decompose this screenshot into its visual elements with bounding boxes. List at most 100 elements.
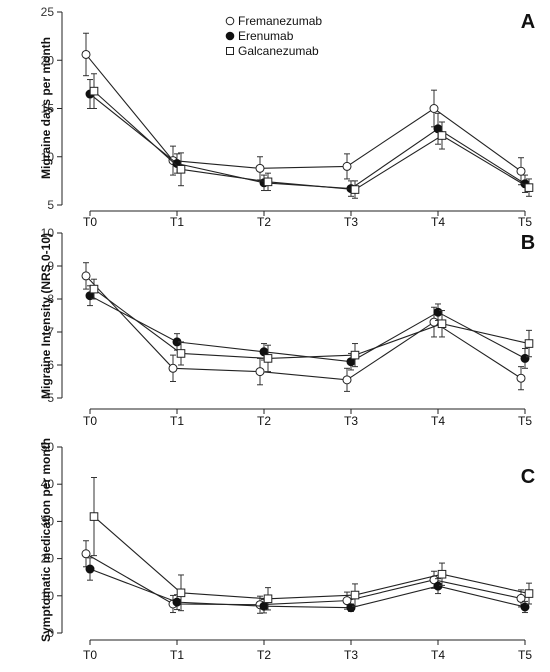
data-point xyxy=(81,549,91,559)
data-point xyxy=(437,131,447,140)
y-tick-label: 25 xyxy=(41,5,55,19)
y-tick-label: 6 xyxy=(47,358,54,372)
series-line xyxy=(89,568,526,609)
x-tick-label-t3: T3 xyxy=(344,648,358,662)
data-point xyxy=(520,602,530,612)
data-point xyxy=(255,367,265,377)
data-point xyxy=(520,353,530,363)
data-point xyxy=(437,569,447,579)
x-tick-label-t3: T3 xyxy=(344,414,358,428)
y-tick-label: 20 xyxy=(41,552,55,566)
y-tick-label: 30 xyxy=(41,514,55,528)
series-line xyxy=(85,54,522,172)
y-tick-label: 5 xyxy=(47,391,54,405)
y-tick-label: 10 xyxy=(41,589,55,603)
series-galcanezumab xyxy=(89,477,534,612)
data-point xyxy=(437,319,447,329)
x-tick-label-t4: T4 xyxy=(431,648,445,662)
y-tick-label: 40 xyxy=(41,477,55,491)
data-point xyxy=(172,597,182,607)
y-tick-label: 9 xyxy=(47,259,54,273)
series-line xyxy=(89,93,526,190)
legend-label-fremanezumab: Fremanezumab xyxy=(238,14,322,28)
series-erenumab xyxy=(85,79,530,197)
x-tick-label-t2: T2 xyxy=(257,648,271,662)
series-line xyxy=(85,275,522,381)
legend-marker-fremanezumab xyxy=(225,16,235,26)
x-tick-label-t5: T5 xyxy=(518,648,532,662)
x-tick-label-t5: T5 xyxy=(518,414,532,428)
y-tick-label: 50 xyxy=(41,440,55,454)
data-point xyxy=(89,86,99,96)
y-tick-label: 8 xyxy=(47,292,54,306)
data-point xyxy=(429,104,439,113)
y-tick-label: 10 xyxy=(41,226,55,240)
series-galcanezumab xyxy=(89,73,534,199)
data-point xyxy=(342,161,352,171)
series-line xyxy=(93,90,530,191)
y-tick-label: 10 xyxy=(41,150,55,164)
legend-marker-galcanezumab xyxy=(226,47,234,55)
data-point xyxy=(81,49,91,59)
x-tick-label-t0: T0 xyxy=(83,414,97,428)
data-point xyxy=(342,375,352,385)
data-point xyxy=(350,590,360,600)
data-point xyxy=(429,317,439,327)
data-point xyxy=(176,588,186,598)
data-point xyxy=(255,163,265,173)
data-point xyxy=(263,177,273,187)
x-tick-label-t4: T4 xyxy=(431,414,445,428)
data-point xyxy=(433,581,443,591)
data-point xyxy=(516,373,526,383)
y-tick-label: 7 xyxy=(47,325,54,339)
y-axis-label: Symptomatic medication per month xyxy=(39,438,53,642)
x-tick-label-t1: T1 xyxy=(170,215,184,229)
series-line xyxy=(93,288,530,359)
legend-marker-erenumab xyxy=(225,31,235,41)
legend-label-erenumab: Erenumab xyxy=(238,29,294,43)
x-tick-label-t2: T2 xyxy=(257,414,271,428)
data-point xyxy=(176,349,186,358)
data-point xyxy=(89,512,99,521)
series-fremanezumab xyxy=(81,540,526,614)
data-point xyxy=(259,601,269,611)
x-tick-label-t5: T5 xyxy=(518,215,532,229)
data-point xyxy=(263,354,273,363)
x-tick-label-t2: T2 xyxy=(257,215,271,229)
panel-a: 5 10 15 20 25 Migraine days per month T0 T1 T2 T3… xyxy=(39,5,535,229)
data-point xyxy=(524,589,534,598)
data-point xyxy=(516,166,526,176)
x-tick-label-t1: T1 xyxy=(170,414,184,428)
y-axis-label: Migraine Intensity (NRS 0-10) xyxy=(39,233,53,399)
series-line xyxy=(93,516,530,600)
data-point xyxy=(168,363,178,373)
panel-letter: B xyxy=(521,232,535,254)
panel-letter: C xyxy=(521,466,535,488)
data-point xyxy=(85,564,95,574)
y-tick-label: 15 xyxy=(41,102,55,116)
data-point xyxy=(524,183,534,192)
y-axis-label: Migraine days per month xyxy=(39,37,53,179)
data-point xyxy=(433,307,443,317)
x-tick-label-t0: T0 xyxy=(83,648,97,662)
data-point xyxy=(89,284,99,294)
data-point xyxy=(263,594,273,604)
data-point xyxy=(524,339,534,348)
data-point xyxy=(176,164,186,174)
y-tick-label: 0 xyxy=(47,626,54,640)
data-point xyxy=(342,596,352,606)
series-galcanezumab xyxy=(89,278,534,373)
data-point xyxy=(81,271,91,281)
data-point xyxy=(350,185,360,194)
x-tick-label-t3: T3 xyxy=(344,215,358,229)
x-tick-label-t0: T0 xyxy=(83,215,97,229)
y-tick-label: 20 xyxy=(41,53,55,67)
series-line xyxy=(89,295,526,363)
data-point xyxy=(516,593,526,603)
x-tick-label-t1: T1 xyxy=(170,648,184,662)
data-point xyxy=(346,603,356,613)
legend: Fremanezumab Erenumab Galcanezumab xyxy=(225,14,322,58)
